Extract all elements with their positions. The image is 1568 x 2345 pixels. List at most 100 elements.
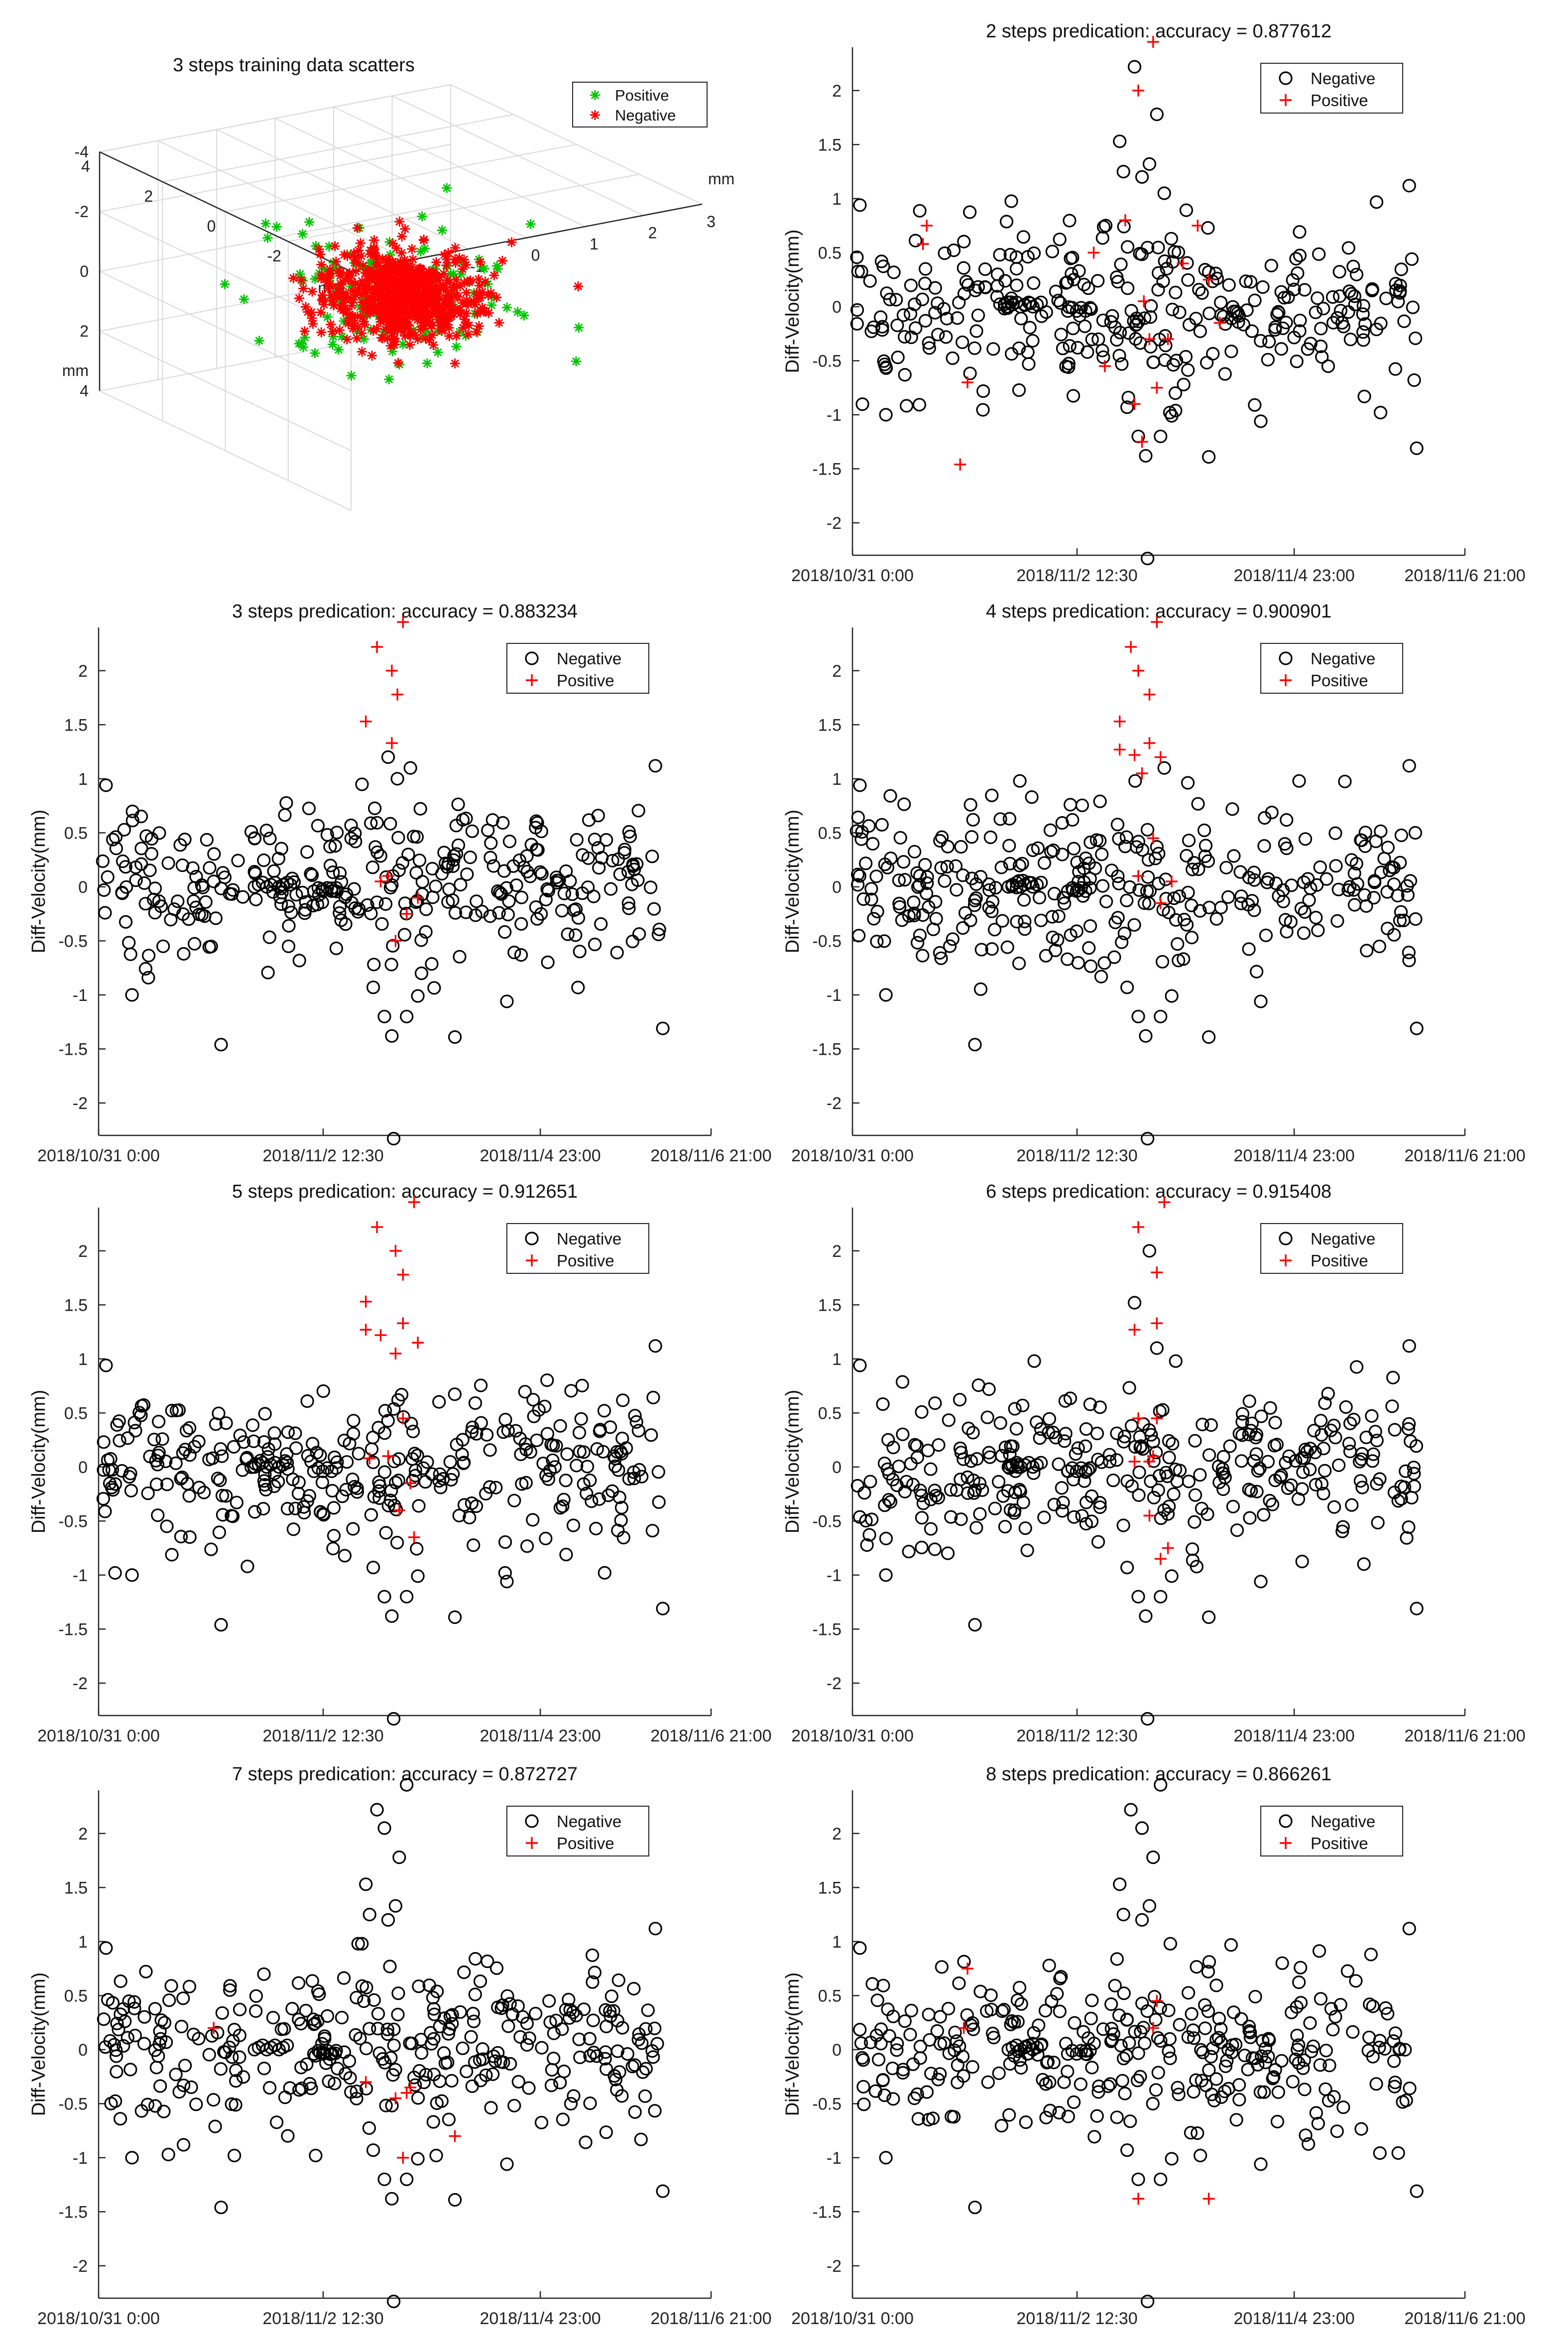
negative-point	[415, 874, 429, 889]
legend-positive-marker	[526, 1837, 538, 1849]
negative-point	[1093, 1500, 1107, 1514]
negative-point	[907, 845, 922, 859]
negative-point	[1327, 1418, 1341, 1433]
negative-point	[1254, 414, 1268, 428]
negative-point	[1058, 896, 1072, 910]
negative-point	[1314, 322, 1328, 336]
negative-point	[598, 2052, 612, 2066]
negative-point	[1307, 1424, 1321, 1438]
negative-point	[457, 1456, 471, 1471]
negative-point	[383, 880, 397, 895]
negative-point	[628, 2105, 642, 2119]
negative-point	[562, 1992, 576, 2006]
negative-point	[549, 2013, 563, 2027]
negative-point	[442, 882, 456, 896]
positive-point	[384, 237, 395, 247]
negative-point	[604, 1989, 618, 2003]
negative-point	[395, 275, 406, 286]
negative-point	[1142, 1423, 1156, 1437]
z-tick-label: 4	[80, 382, 89, 400]
negative-point	[1115, 357, 1129, 371]
negative-point	[1297, 1451, 1311, 1465]
y-tick-label: 0	[78, 2041, 88, 2060]
negative-point	[1150, 108, 1164, 122]
negative-point	[854, 264, 868, 279]
negative-point	[286, 1522, 301, 1536]
negative-point	[956, 921, 970, 935]
negative-point	[161, 856, 175, 870]
negative-point	[1195, 286, 1209, 300]
negative-point	[329, 2044, 343, 2058]
negative-point	[387, 1498, 401, 1512]
positive-point	[360, 715, 372, 728]
negative-point	[1136, 1442, 1150, 1456]
negative-point	[122, 1470, 136, 1484]
negative-point	[1201, 1507, 1214, 1521]
negative-point	[347, 300, 357, 311]
negative-point	[1085, 1993, 1099, 2007]
negative-point	[540, 1427, 555, 1441]
negative-point	[233, 1428, 247, 1442]
negative-point	[1139, 1609, 1153, 1623]
negative-point	[1312, 1944, 1327, 1958]
y-axis-label: Diff-Velocity(mm)	[28, 810, 49, 954]
x-tick-label: 2	[648, 224, 657, 242]
negative-point	[956, 335, 969, 349]
negative-point	[142, 949, 156, 963]
negative-point	[273, 890, 287, 904]
negative-point	[281, 899, 295, 913]
negative-point	[419, 2068, 433, 2082]
negative-point	[400, 224, 410, 234]
negative-point	[215, 1449, 229, 1463]
negative-point	[294, 2061, 308, 2075]
negative-point	[442, 275, 453, 285]
negative-point	[1083, 301, 1097, 315]
negative-point	[1200, 356, 1214, 370]
negative-point	[536, 1457, 550, 1471]
negative-point	[1235, 1428, 1249, 1442]
negative-point	[347, 1414, 361, 1428]
negative-point	[606, 2004, 620, 2018]
negative-point	[372, 294, 383, 305]
negative-point	[305, 1974, 319, 1988]
negative-point	[515, 1477, 529, 1491]
negative-point	[1186, 2023, 1200, 2037]
negative-point	[353, 311, 362, 322]
negative-point	[511, 2075, 525, 2089]
negative-point	[1297, 2053, 1311, 2067]
negative-point	[949, 859, 963, 873]
negative-point	[1085, 332, 1099, 347]
legend-label-negative: Negative	[1311, 649, 1375, 668]
negative-point	[586, 2013, 600, 2027]
negative-point	[377, 1465, 392, 1479]
legend-label-positive: Positive	[557, 1251, 614, 1270]
positive-point	[451, 342, 462, 352]
negative-point	[141, 1486, 155, 1500]
negative-point	[425, 1467, 439, 1481]
negative-point	[984, 2002, 998, 2016]
negative-point	[460, 867, 474, 881]
negative-point	[1308, 1446, 1322, 1460]
negative-point	[625, 877, 639, 891]
negative-point	[1232, 2093, 1246, 2106]
negative-point	[583, 2097, 597, 2110]
negative-point	[577, 1477, 591, 1491]
negative-point	[364, 816, 378, 830]
negative-point	[540, 1373, 554, 1387]
negative-point	[280, 1456, 294, 1470]
negative-point	[480, 1428, 494, 1442]
negative-point	[1110, 818, 1124, 832]
negative-point	[1257, 1508, 1271, 1522]
negative-point	[1347, 1413, 1361, 1427]
negative-point	[151, 1508, 165, 1522]
negative-point	[402, 269, 412, 280]
negative-point	[993, 812, 1007, 826]
negative-point	[457, 1498, 472, 1512]
legend-label-positive: Positive	[1311, 91, 1368, 110]
negative-point	[350, 1990, 363, 2004]
negative-point	[385, 341, 396, 351]
negative-point	[304, 2082, 318, 2096]
negative-point	[367, 801, 382, 815]
negative-point	[1138, 311, 1152, 325]
negative-point	[420, 333, 431, 344]
